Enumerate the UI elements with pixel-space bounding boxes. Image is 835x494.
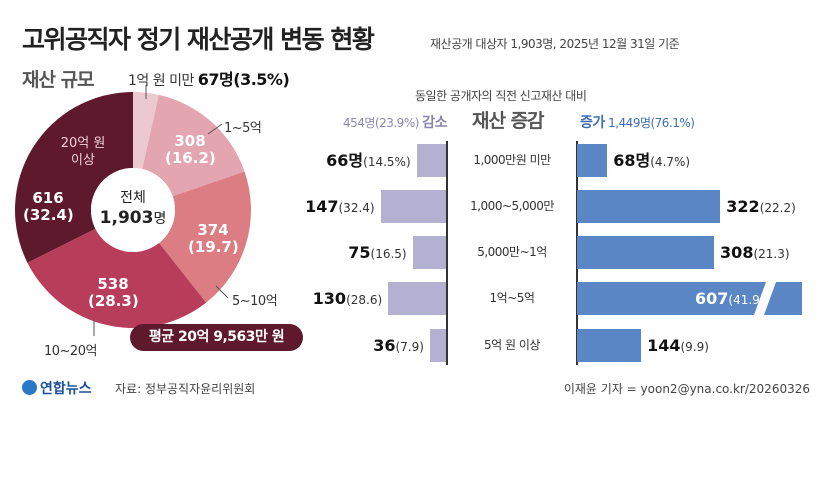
change-subtitle: 동일한 공개자의 직전 신고재산 대비	[415, 89, 587, 103]
increase-value-label: 607(41.9)	[695, 289, 765, 308]
source-text: 자료: 정부공직자윤리위원회	[115, 382, 256, 396]
donut-slice-3	[27, 228, 207, 328]
pct: (19.7)	[188, 238, 239, 256]
slice-value-1-5: 308 (16.2)	[165, 132, 216, 167]
credit-text: 이재윤 기자 = yoon2@yna.co.kr/20260326	[563, 382, 810, 396]
label-text: 1억 원 미만	[128, 73, 194, 89]
decrease-value-label: 36(7.9)	[373, 336, 424, 355]
category-label: 1억~5억	[489, 291, 535, 305]
donut-center-label: 전체 1,903명	[93, 188, 173, 229]
decrease-header: 454명(23.9%) 감소	[342, 112, 448, 132]
value: 308	[174, 132, 206, 150]
logo-icon	[22, 380, 37, 395]
slice-value-5-10: 374 (19.7)	[188, 221, 239, 256]
increase-value-label: 144(9.9)	[647, 336, 709, 355]
decrease-value-label: 147(32.4)	[305, 197, 375, 216]
value: 374	[197, 221, 229, 239]
label-line: 이상	[71, 153, 95, 168]
label-line: 20억 원	[60, 136, 106, 151]
increase-bar	[577, 329, 642, 362]
decrease-value-label: 66명(14.5%)	[326, 151, 411, 170]
leader-line	[215, 285, 229, 299]
slice-label-under1: 1억 원 미만 67명(3.5%)	[128, 66, 290, 90]
average-badge: 평균 20억 9,563만 원	[130, 324, 303, 351]
increase-bar	[577, 144, 608, 177]
label-value: 67명(3.5%)	[197, 70, 290, 89]
increase-bar	[577, 190, 721, 223]
increase-value-label: 322(22.2)	[726, 197, 796, 216]
yonhap-logo: 연합뉴스	[22, 378, 92, 398]
donut-slice-4	[14, 92, 133, 263]
decrease-bar	[388, 282, 446, 315]
decrease-bar	[412, 236, 446, 269]
decrease-bar	[429, 329, 446, 362]
category-label: 5억 원 이상	[484, 338, 540, 352]
decrease-bar	[416, 144, 446, 177]
increase-bar	[577, 236, 715, 269]
category-label: 1,000~5,000만	[470, 199, 554, 213]
decrease-total: 454명(23.9%)	[342, 116, 419, 130]
increase-axis	[576, 141, 578, 365]
increase-header: 증가 1,449명(76.1%)	[580, 112, 695, 132]
category-label: 1,000만원 미만	[473, 153, 551, 167]
category-label: 5,000만~1억	[477, 245, 547, 259]
value: 616	[32, 189, 64, 207]
pct: (16.2)	[165, 149, 216, 167]
decrease-bar	[380, 190, 446, 223]
pct: (32.4)	[23, 206, 74, 224]
slice-label-1-5: 1~5억	[224, 121, 262, 136]
pct: (28.3)	[88, 292, 139, 310]
increase-total: 1,449명(76.1%)	[608, 116, 695, 130]
donut-slice-2	[159, 171, 251, 303]
value: 538	[97, 275, 129, 293]
center-value: 1,903	[99, 208, 154, 228]
page-title: 고위공직자 정기 재산공개 변동 현황	[22, 25, 375, 54]
decrease-value-label: 130(28.6)	[312, 289, 383, 308]
donut-slice-0	[133, 92, 159, 170]
leader-line	[207, 123, 223, 135]
subtitle: 재산공개 대상자 1,903명, 2025년 12월 31일 기준	[430, 37, 680, 51]
center-text: 전체	[120, 190, 146, 206]
logo-text: 연합뉴스	[40, 381, 92, 397]
slice-value-10-20: 538 (28.3)	[88, 275, 139, 310]
donut-title: 재산 규모	[22, 69, 95, 91]
slice-label-10-20: 10~20억	[44, 344, 97, 359]
donut-hole	[91, 168, 175, 252]
decrease-value-label: 75(16.5)	[348, 243, 407, 262]
slice-value-over20: 616 (32.4)	[23, 189, 74, 224]
donut-chart	[14, 85, 251, 336]
change-title: 재산 증감	[472, 110, 545, 132]
donut-slice-1	[142, 94, 245, 197]
increase-value-label: 308(21.3)	[720, 243, 790, 262]
increase-value-label: 68명(4.7%)	[613, 151, 691, 170]
decrease-axis	[446, 141, 448, 365]
increase-label: 증가	[580, 115, 605, 131]
center-unit: 명	[153, 211, 167, 227]
decrease-label: 감소	[422, 115, 447, 131]
slice-label-5-10: 5~10억	[232, 294, 278, 309]
